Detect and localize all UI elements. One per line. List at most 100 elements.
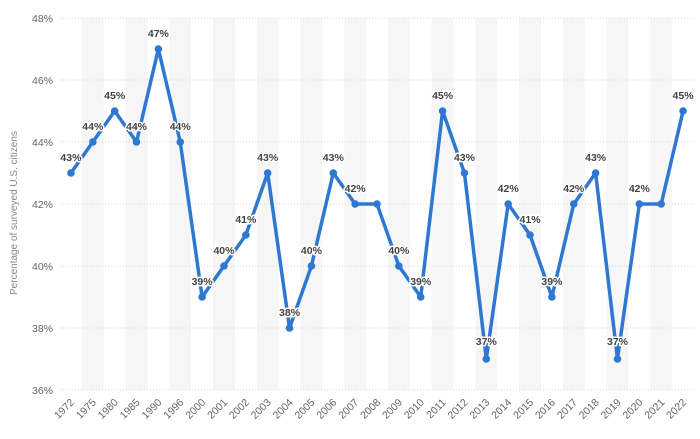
data-label: 39% xyxy=(541,276,563,288)
data-point xyxy=(526,231,534,239)
y-tick-label: 44% xyxy=(32,137,53,149)
data-point xyxy=(548,293,556,301)
data-label: 40% xyxy=(301,245,323,257)
x-tick-label: 2014 xyxy=(489,397,514,422)
data-label: 43% xyxy=(454,152,476,164)
column-band xyxy=(519,18,541,390)
y-axis-ticks: 36% 38% 40% 42% 44% 46% 48% xyxy=(32,13,53,397)
x-tick-label: 1980 xyxy=(96,397,121,422)
data-point xyxy=(460,169,469,177)
x-tick-label: 2017 xyxy=(555,397,580,422)
data-point xyxy=(263,169,272,177)
column-band xyxy=(606,18,629,390)
x-tick-label: 2000 xyxy=(183,397,208,422)
data-point xyxy=(416,293,425,301)
x-tick-label: 1985 xyxy=(118,397,143,422)
data-label: 43% xyxy=(323,152,345,164)
data-point xyxy=(220,262,228,270)
data-point xyxy=(679,107,687,115)
data-label: 47% xyxy=(148,28,170,40)
data-point xyxy=(482,355,491,363)
x-tick-label: 2016 xyxy=(533,397,558,422)
x-tick-label: 2018 xyxy=(577,397,602,422)
column-band xyxy=(81,18,104,390)
x-tick-label: 2012 xyxy=(446,397,471,422)
column-band xyxy=(387,18,410,390)
data-point xyxy=(285,324,294,332)
data-point xyxy=(504,200,512,208)
data-point xyxy=(154,45,163,53)
data-label: 43% xyxy=(257,152,279,164)
x-tick-label: 2015 xyxy=(511,397,536,422)
y-tick-label: 38% xyxy=(32,323,53,335)
data-point xyxy=(613,355,622,363)
data-label: 45% xyxy=(104,90,126,102)
data-label: 41% xyxy=(235,214,257,226)
data-points xyxy=(67,45,687,363)
y-tick-label: 42% xyxy=(32,199,53,211)
x-tick-label: 2010 xyxy=(402,397,427,422)
data-label: 39% xyxy=(410,276,432,288)
x-tick-label: 2022 xyxy=(664,397,689,422)
data-point xyxy=(198,293,206,301)
y-tick-label: 40% xyxy=(32,261,53,273)
x-tick-label: 2005 xyxy=(293,397,318,422)
data-label: 40% xyxy=(213,245,235,257)
data-point xyxy=(88,138,97,146)
data-label: 45% xyxy=(432,90,454,102)
data-label: 42% xyxy=(345,183,367,195)
data-point xyxy=(67,169,75,177)
x-tick-label: 2007 xyxy=(336,397,361,422)
x-tick-label: 2002 xyxy=(227,397,252,422)
data-label: 38% xyxy=(279,307,301,319)
data-point xyxy=(438,107,447,115)
x-tick-label: 1996 xyxy=(161,397,186,422)
y-tick-label: 36% xyxy=(32,385,53,397)
data-point xyxy=(329,169,338,177)
column-band xyxy=(300,18,323,390)
data-point xyxy=(373,200,381,208)
x-tick-label: 2020 xyxy=(620,397,645,422)
data-point xyxy=(591,169,600,177)
data-label: 42% xyxy=(629,183,651,195)
data-label: 44% xyxy=(82,121,104,133)
x-tick-label: 2021 xyxy=(642,397,667,422)
data-label: 44% xyxy=(126,121,148,133)
x-tick-label: 1972 xyxy=(52,397,77,422)
y-axis-title: Percentage of surveyed U.S. citizens xyxy=(9,131,20,295)
y-tick-label: 48% xyxy=(32,13,53,25)
data-point xyxy=(176,138,185,146)
data-point xyxy=(635,200,644,208)
x-tick-label: 2003 xyxy=(249,397,274,422)
x-tick-label: 1975 xyxy=(74,397,99,422)
x-tick-label: 2006 xyxy=(314,397,339,422)
data-point xyxy=(395,262,403,270)
data-label: 43% xyxy=(585,152,607,164)
x-tick-label: 2011 xyxy=(424,397,449,422)
data-label: 39% xyxy=(192,276,214,288)
data-point xyxy=(242,231,250,239)
x-tick-label: 2001 xyxy=(205,397,230,422)
column-band xyxy=(125,18,148,390)
x-tick-label: 2009 xyxy=(380,397,405,422)
data-label: 45% xyxy=(673,90,695,102)
x-tick-label: 2013 xyxy=(467,397,492,422)
data-label: 44% xyxy=(170,121,192,133)
data-point xyxy=(132,138,141,146)
data-point xyxy=(351,200,359,208)
column-band xyxy=(431,18,454,390)
data-label: 37% xyxy=(607,336,629,348)
data-point xyxy=(657,200,666,208)
y-tick-label: 46% xyxy=(32,75,53,87)
x-axis-ticks: 1972197519801985199019962000200120022003… xyxy=(52,397,689,422)
column-band xyxy=(213,18,235,390)
data-label: 40% xyxy=(388,245,410,257)
data-label: 42% xyxy=(498,183,520,195)
x-tick-label: 2004 xyxy=(271,397,296,422)
x-tick-label: 2019 xyxy=(599,397,624,422)
data-labels: 43% 44% 45% 44% 47% 44% 39% 40% 41% 43% 38% 40% 43% 4… xyxy=(59,27,696,350)
data-label: 41% xyxy=(520,214,542,226)
data-point xyxy=(307,262,316,270)
data-point xyxy=(569,200,578,208)
